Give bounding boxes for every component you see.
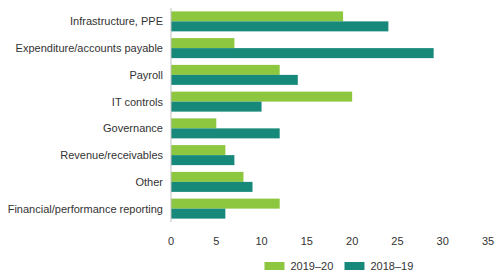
- tick-label: 35: [482, 235, 494, 247]
- tick-label: 0: [168, 235, 174, 247]
- legend-swatch: [265, 262, 285, 270]
- bar: [171, 21, 388, 31]
- tick-label: 20: [346, 235, 358, 247]
- tick-label: 15: [301, 235, 313, 247]
- bar: [171, 118, 216, 128]
- tick-label: 30: [437, 235, 449, 247]
- bar: [171, 48, 434, 58]
- bar: [171, 209, 225, 219]
- legend: 2019–20 2018–19: [265, 260, 414, 272]
- bar: [171, 128, 280, 138]
- bar: [171, 65, 280, 75]
- bar: [171, 11, 343, 21]
- category-label: Governance: [103, 122, 163, 134]
- bar: [171, 75, 298, 85]
- bar: [171, 38, 234, 48]
- bar: [171, 102, 262, 112]
- legend-swatch: [345, 262, 365, 270]
- bar: [171, 155, 234, 165]
- tick-label: 10: [255, 235, 267, 247]
- category-label: Financial/performance reporting: [8, 203, 163, 215]
- bar: [171, 145, 225, 155]
- bar: [171, 172, 243, 182]
- bar: [171, 92, 352, 102]
- bar: [171, 182, 253, 192]
- category-label: Infrastructure, PPE: [70, 15, 163, 27]
- legend-label: 2019–20: [291, 260, 334, 272]
- category-label: Other: [135, 176, 163, 188]
- category-label: Payroll: [129, 69, 163, 81]
- y-axis-line: [171, 8, 172, 222]
- bar: [171, 199, 280, 209]
- tick-label: 25: [391, 235, 403, 247]
- category-label: Revenue/receivables: [60, 149, 163, 161]
- bars: [171, 11, 434, 218]
- tick-label: 5: [213, 235, 219, 247]
- category-label: IT controls: [112, 96, 164, 108]
- legend-label: 2018–19: [371, 260, 414, 272]
- category-label: Expenditure/accounts payable: [16, 42, 163, 54]
- chart-container: Infrastructure, PPE Expenditure/accounts …: [0, 0, 500, 278]
- chart: Infrastructure, PPE Expenditure/accounts …: [0, 0, 500, 278]
